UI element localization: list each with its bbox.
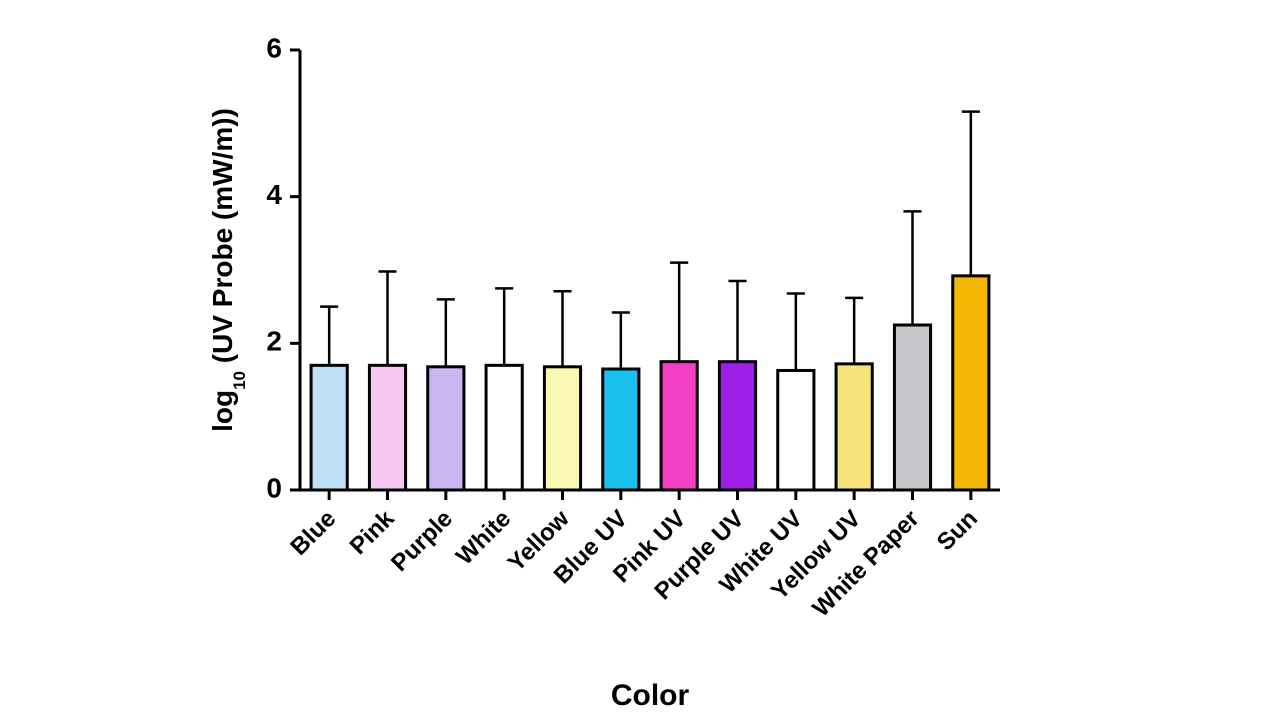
x-axis-label: Color — [611, 679, 690, 712]
y-tick-label: 0 — [266, 472, 282, 503]
y-tick-label: 2 — [266, 326, 282, 357]
bar — [836, 364, 872, 490]
bar — [544, 367, 580, 490]
bar — [953, 276, 989, 490]
bar — [486, 365, 522, 490]
bar-chart: 0246log10 (UV Probe (mW/m))BluePinkPurpl… — [0, 0, 1280, 720]
bar — [719, 362, 755, 490]
y-tick-label: 6 — [266, 32, 282, 63]
bar — [311, 365, 347, 490]
bar — [369, 365, 405, 490]
bar — [894, 325, 930, 490]
bar — [778, 370, 814, 490]
bar — [428, 367, 464, 490]
bar — [603, 369, 639, 490]
y-tick-label: 4 — [266, 179, 282, 210]
bar — [661, 362, 697, 490]
